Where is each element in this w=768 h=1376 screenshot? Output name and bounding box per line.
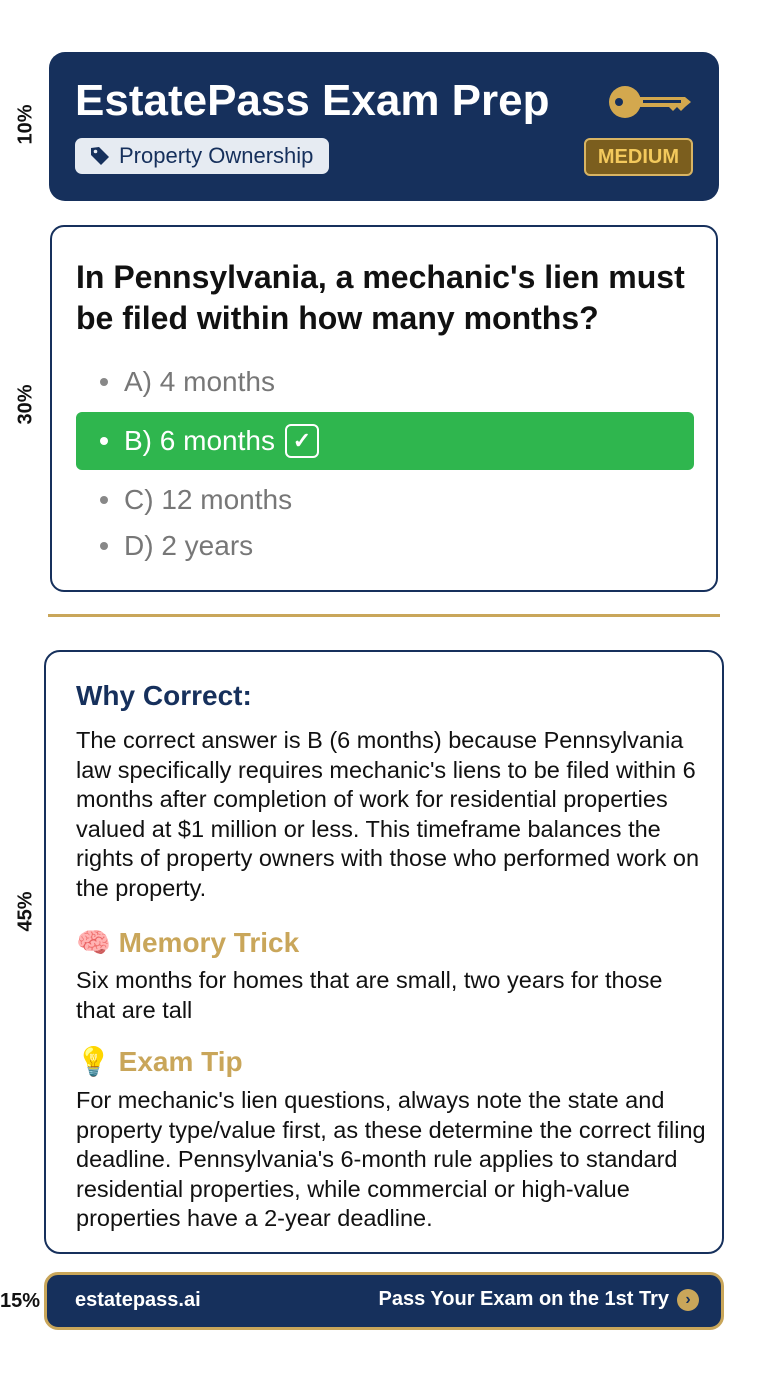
why-correct-heading: Why Correct: [76,680,252,711]
chevron-right-icon: › [677,1288,699,1311]
brain-icon: 🧠 [76,927,111,958]
memory-trick-heading: Memory Trick [118,927,300,958]
memory-trick-text: Six months for homes that are small, two… [76,967,663,1023]
option-a[interactable]: A) 4 months [76,353,694,411]
footer-banner: estatepass.ai Pass Your Exam on the 1st … [44,1272,724,1330]
question-card: In Pennsylvania, a mechanic's lien must … [50,225,718,592]
question-text: In Pennsylvania, a mechanic's lien must … [76,259,685,336]
category-tag: Property Ownership [75,138,330,174]
section-label-footer: 15% [0,1290,41,1312]
option-label: B) 6 months [124,425,275,456]
explanation-card: Why Correct: The correct answer is B (6 … [44,650,724,1254]
exam-tip-text: For mechanic's lien questions, always no… [76,1087,706,1232]
difficulty-badge: MEDIUM [583,138,693,176]
cta-label: Pass Your Exam on the 1st Try [378,1288,670,1310]
section-label-question: 30% [14,384,37,425]
tag-icon [91,147,109,165]
lightbulb-icon: 💡 [76,1046,111,1077]
key-icon [607,82,693,127]
divider [48,614,720,617]
app-title: EstatePass Exam Prep [75,76,550,125]
header-banner: EstatePass Exam Prep Property Ownership … [49,52,719,201]
option-label: A) 4 months [124,366,275,397]
option-b-correct[interactable]: B) 6 months ✓ [76,412,694,470]
section-label-header: 10% [14,104,37,145]
section-label-explanation: 45% [14,891,37,932]
checkmark-icon: ✓ [284,424,319,458]
exam-tip-heading: Exam Tip [118,1046,243,1077]
option-label: C) 12 months [124,484,293,515]
option-c[interactable]: C) 12 months [76,471,694,529]
option-d[interactable]: D) 2 years [76,517,694,575]
site-link[interactable]: estatepass.ai [75,1289,201,1311]
option-label: D) 2 years [124,530,254,561]
category-label: Property Ownership [119,143,314,168]
why-correct-text: The correct answer is B (6 months) becau… [76,727,700,901]
cta-link[interactable]: Pass Your Exam on the 1st Try › [378,1288,699,1311]
